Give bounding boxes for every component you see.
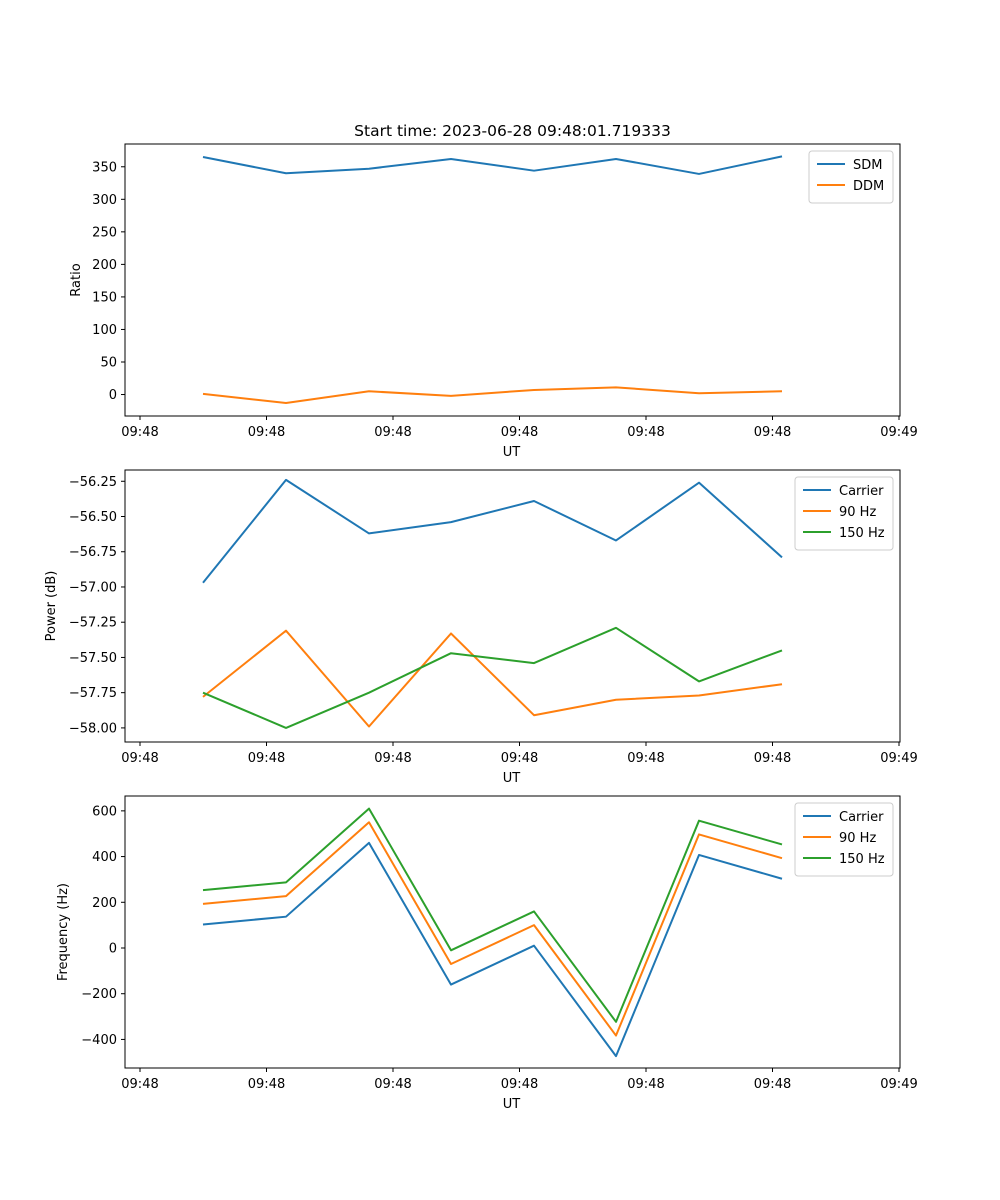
- legend-label: 90 Hz: [839, 831, 876, 846]
- x-tick-label: 09:48: [121, 425, 158, 440]
- y-tick-label: −57.00: [69, 580, 117, 595]
- x-tick-label: 09:48: [374, 425, 411, 440]
- plot-frame: [124, 143, 901, 417]
- x-tick-label: 09:49: [880, 751, 917, 766]
- y-tick-label: −200: [81, 987, 117, 1002]
- legend-label: Carrier: [839, 484, 884, 499]
- plot-frame: [124, 795, 901, 1069]
- y-axis-label: Ratio: [69, 263, 84, 296]
- x-tick-label: 09:48: [248, 425, 285, 440]
- series-line-90-hz: [202, 629, 783, 728]
- y-axis-label: Power (dB): [44, 571, 59, 642]
- legend-label: 90 Hz: [839, 505, 876, 520]
- x-tick-label: 09:48: [501, 1077, 538, 1092]
- panel-3: −400 −200 0 200 400 600 09:48 09:48 09:48 09:48 09…: [56, 795, 918, 1112]
- legend-label: SDM: [853, 158, 882, 173]
- x-tick-label: 09:48: [501, 425, 538, 440]
- series-line-150-hz: [202, 626, 783, 729]
- x-tick-label: 09:48: [121, 751, 158, 766]
- legend-label: 150 Hz: [839, 526, 885, 541]
- x-tick-label: 09:48: [627, 751, 664, 766]
- y-tick-label: 50: [100, 355, 117, 370]
- y-tick-label: −57.25: [69, 616, 117, 631]
- x-tick-label: 09:48: [374, 751, 411, 766]
- chart-title: Start time: 2023-06-28 09:48:01.719333: [354, 122, 671, 140]
- y-tick-label: 0: [109, 942, 117, 957]
- legend-label: Carrier: [839, 810, 884, 825]
- x-axis-label: UT: [503, 771, 521, 786]
- x-tick-label: 09:48: [248, 1077, 285, 1092]
- y-tick-label: 400: [92, 850, 117, 865]
- series-line-ddm: [202, 386, 783, 404]
- y-tick-label: 200: [92, 258, 117, 273]
- x-tick-label: 09:48: [501, 751, 538, 766]
- y-tick-label: 0: [109, 388, 117, 403]
- legend-label: DDM: [853, 179, 884, 194]
- y-tick-label: 600: [92, 804, 117, 819]
- x-tick-label: 09:48: [627, 425, 664, 440]
- series-line-carrier: [202, 478, 783, 584]
- x-axis-label: UT: [503, 1097, 521, 1112]
- y-tick-label: −57.50: [69, 651, 117, 666]
- y-tick-label: −58.00: [69, 721, 117, 736]
- x-tick-label: 09:49: [880, 1077, 917, 1092]
- x-tick-label: 09:48: [627, 1077, 664, 1092]
- legend-label: 150 Hz: [839, 852, 885, 867]
- x-tick-label: 09:49: [880, 425, 917, 440]
- series-line-carrier: [202, 841, 783, 1058]
- y-tick-label: 300: [92, 193, 117, 208]
- x-tick-label: 09:48: [248, 751, 285, 766]
- y-tick-label: −56.50: [69, 510, 117, 525]
- x-tick-label: 09:48: [374, 1077, 411, 1092]
- x-tick-label: 09:48: [754, 425, 791, 440]
- y-tick-label: −400: [81, 1033, 117, 1048]
- x-tick-label: 09:48: [754, 751, 791, 766]
- y-tick-label: −56.25: [69, 475, 117, 490]
- y-tick-label: 200: [92, 896, 117, 911]
- y-tick-label: 250: [92, 225, 117, 240]
- x-tick-label: 09:48: [121, 1077, 158, 1092]
- y-axis-label: Frequency (Hz): [56, 883, 71, 981]
- y-tick-label: 350: [92, 160, 117, 175]
- series-line-150-hz: [202, 807, 783, 1023]
- series-line-90-hz: [202, 821, 783, 1037]
- y-tick-label: −56.75: [69, 545, 117, 560]
- series-line-sdm: [202, 155, 783, 175]
- x-tick-label: 09:48: [754, 1077, 791, 1092]
- panel-2: −58.00 −57.75 −57.50 −57.25 −57.00 −56.75 −56.…: [44, 469, 918, 786]
- panel-1: 0 50 100 150 200 250 300 350 09:48 09:48 09:48 09:4…: [69, 122, 918, 460]
- x-axis-label: UT: [503, 445, 521, 460]
- y-tick-label: −57.75: [69, 686, 117, 701]
- plot-frame: [124, 469, 901, 743]
- y-tick-label: 150: [92, 290, 117, 305]
- y-tick-label: 100: [92, 323, 117, 338]
